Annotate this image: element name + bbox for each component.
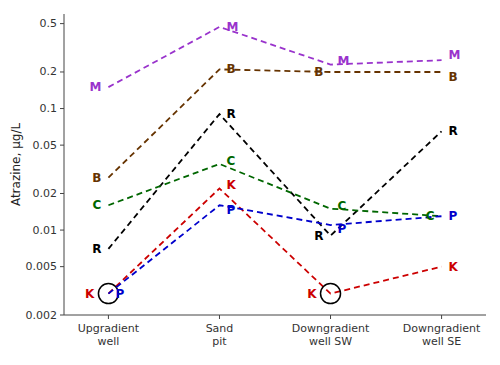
point-label: P — [338, 222, 347, 236]
x-tick-label-line: Upgradient — [78, 322, 140, 335]
point-label: R — [226, 107, 235, 121]
point-label: M — [226, 20, 238, 34]
x-tick-label-line: Downgradient — [403, 322, 481, 335]
series-line — [108, 69, 441, 177]
y-tick-label: 0.005 — [26, 260, 58, 273]
point-label: M — [338, 54, 350, 68]
point-label: P — [226, 203, 235, 217]
y-tick — [60, 193, 64, 194]
y-tick-label: 0.05 — [33, 139, 58, 152]
x-tick-label-line: well — [97, 335, 119, 348]
point-label: R — [314, 229, 323, 243]
y-tick — [60, 230, 64, 231]
x-tick-label: Downgradientwell SW — [292, 322, 370, 348]
point-label: K — [85, 287, 95, 301]
y-tick — [60, 71, 64, 72]
x-tick-label-line: well SW — [309, 335, 352, 348]
point-label: C — [338, 199, 347, 213]
plot-area — [98, 27, 441, 304]
point-label: R — [449, 124, 458, 138]
point-label: R — [92, 242, 101, 256]
x-axis-line — [64, 315, 486, 316]
y-tick-label: 0.2 — [40, 65, 58, 78]
series-line — [108, 164, 441, 216]
y-tick — [60, 266, 64, 267]
y-tick-label: 0.01 — [33, 224, 58, 237]
series-line — [108, 27, 441, 87]
y-tick — [60, 145, 64, 146]
chart: 0.002 0.005 0.01 0.02 0.05 0.1 0.2 0.5 Atrazine,… — [0, 0, 500, 365]
y-tick-label: 0.1 — [40, 102, 58, 115]
x-tick — [108, 315, 109, 319]
x-tick — [441, 315, 442, 319]
y-tick-label: 0.5 — [40, 17, 58, 30]
point-label: C — [426, 209, 435, 223]
series-line — [108, 188, 441, 293]
y-tick-label: 0.02 — [33, 187, 58, 200]
point-label: K — [226, 178, 236, 192]
y-tick — [60, 23, 64, 24]
point-label: K — [307, 287, 317, 301]
x-tick-label: Downgradientwell SE — [403, 322, 481, 348]
series-line — [108, 114, 441, 249]
point-label: M — [449, 48, 461, 62]
x-tick-label-line: pit — [212, 335, 227, 348]
point-label: B — [92, 171, 101, 185]
x-tick-label: Upgradientwell — [78, 322, 140, 348]
point-label: P — [115, 287, 124, 301]
point-label: K — [449, 260, 459, 274]
x-tick — [219, 315, 220, 319]
point-label: B — [449, 70, 458, 84]
point-label: B — [314, 65, 323, 79]
series-line — [108, 205, 441, 293]
x-tick-label-line: Downgradient — [292, 322, 370, 335]
point-label: B — [226, 62, 235, 76]
y-axis-line — [64, 14, 65, 315]
x-tick-label-line: Sand — [206, 322, 234, 335]
x-tick — [330, 315, 331, 319]
highlight-circle — [321, 284, 341, 304]
point-label: C — [226, 154, 235, 168]
y-tick-label: 0.002 — [26, 309, 58, 322]
x-tick-label-line: well SE — [422, 335, 461, 348]
y-tick — [60, 108, 64, 109]
point-label: C — [93, 198, 102, 212]
point-label: P — [449, 209, 458, 223]
y-tick — [60, 315, 64, 316]
x-tick-label: Sandpit — [206, 322, 234, 348]
point-label: M — [89, 80, 101, 94]
y-axis-label: Atrazine, μg/L — [9, 123, 23, 207]
